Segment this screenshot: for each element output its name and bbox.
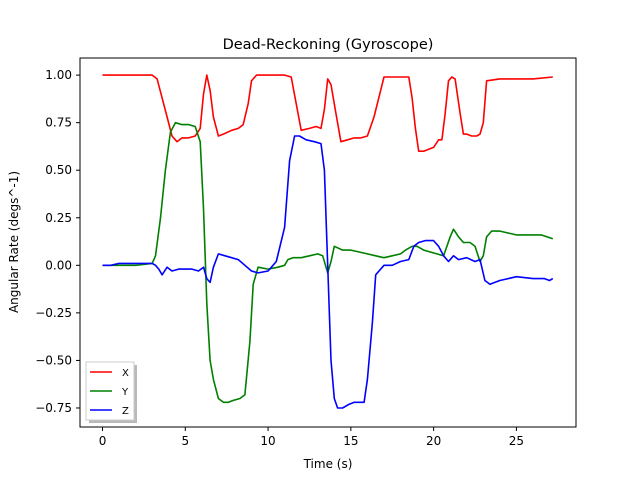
y-tick-label: 1.00 xyxy=(45,68,72,82)
y-tick-label: 0.00 xyxy=(45,258,72,272)
x-tick-label: 15 xyxy=(343,434,358,448)
x-tick-label: 20 xyxy=(426,434,441,448)
y-tick-label: 0.75 xyxy=(45,116,72,130)
legend: XYZ xyxy=(85,361,137,423)
x-axis: 0 5 10 15 20 25 xyxy=(99,427,524,448)
plot-area xyxy=(80,58,576,427)
series-line-z xyxy=(102,135,554,409)
y-tick-label: −0.50 xyxy=(35,353,72,367)
legend-label-y: Y xyxy=(121,387,129,398)
axes-frame xyxy=(79,57,577,428)
x-axis-label: Time (s) xyxy=(303,457,353,471)
x-tick-label: 10 xyxy=(260,434,275,448)
series-layer xyxy=(102,74,554,409)
chart-title: Dead-Reckoning (Gyroscope) xyxy=(223,37,434,53)
series-line-y xyxy=(102,121,554,404)
y-tick-label: 0.50 xyxy=(45,163,72,177)
y-axis: −0.75 −0.50 −0.25 0.00 0.25 0.50 0.75 1.00 xyxy=(35,68,80,415)
legend-label-z: Z xyxy=(122,406,129,417)
x-tick-label: 5 xyxy=(181,434,189,448)
y-tick-label: 0.25 xyxy=(45,211,72,225)
y-tick-label: −0.25 xyxy=(35,306,72,320)
y-axis-label: Angular Rate (degs^-1) xyxy=(7,171,21,313)
legend-label-x: X xyxy=(122,368,129,379)
x-tick-label: 25 xyxy=(509,434,524,448)
x-tick-label: 0 xyxy=(99,434,107,448)
y-tick-label: −0.75 xyxy=(35,401,72,415)
